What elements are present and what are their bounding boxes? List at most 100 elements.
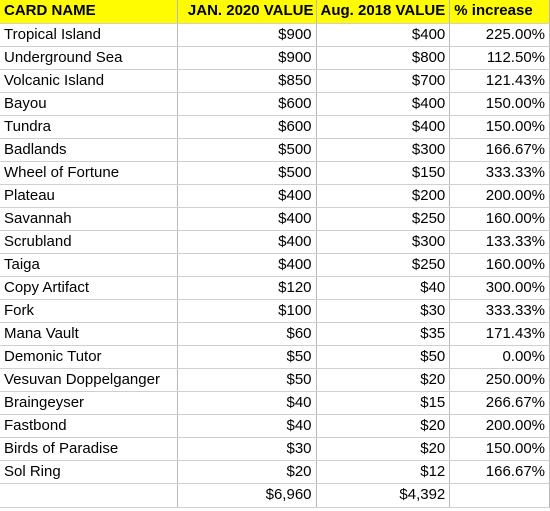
- cell-aug-2018-value[interactable]: $30: [316, 299, 451, 323]
- cell-aug-2018-value[interactable]: $35: [316, 322, 451, 346]
- cell-card-name[interactable]: Savannah: [0, 207, 179, 231]
- header-card-name[interactable]: CARD NAME: [0, 0, 179, 24]
- cell-card-name[interactable]: Tundra: [0, 115, 179, 139]
- cell-percent-increase[interactable]: 250.00%: [449, 368, 550, 392]
- cell-percent-increase[interactable]: 150.00%: [449, 92, 550, 116]
- cell-percent-increase[interactable]: 0.00%: [449, 345, 550, 369]
- cell-percent-increase[interactable]: 200.00%: [449, 414, 550, 438]
- table-row: Savannah $400 $250 160.00%: [0, 207, 550, 231]
- table-row: Tundra $600 $400 150.00%: [0, 115, 550, 139]
- table-row: Taiga $400 $250 160.00%: [0, 253, 550, 277]
- cell-aug-2018-value[interactable]: $20: [316, 414, 451, 438]
- cell-jan-2020-value[interactable]: $500: [177, 161, 317, 185]
- total-label-cell[interactable]: [0, 483, 179, 508]
- cell-jan-2020-value[interactable]: $400: [177, 184, 317, 208]
- cell-jan-2020-value[interactable]: $50: [177, 368, 317, 392]
- cell-percent-increase[interactable]: 166.67%: [449, 460, 550, 484]
- cell-percent-increase[interactable]: 300.00%: [449, 276, 550, 300]
- cell-card-name[interactable]: Scrubland: [0, 230, 179, 254]
- table-row: Vesuvan Doppelganger $50 $20 250.00%: [0, 368, 550, 392]
- table-row: Copy Artifact $120 $40 300.00%: [0, 276, 550, 300]
- cell-aug-2018-value[interactable]: $250: [316, 253, 451, 277]
- cell-jan-2020-value[interactable]: $400: [177, 230, 317, 254]
- cell-card-name[interactable]: Vesuvan Doppelganger: [0, 368, 179, 392]
- cell-jan-2020-value[interactable]: $40: [177, 391, 317, 415]
- cell-card-name[interactable]: Fork: [0, 299, 179, 323]
- table-row: Badlands $500 $300 166.67%: [0, 138, 550, 162]
- cell-card-name[interactable]: Tropical Island: [0, 23, 179, 47]
- table-row: Volcanic Island $850 $700 121.43%: [0, 69, 550, 93]
- table-row: Tropical Island $900 $400 225.00%: [0, 23, 550, 47]
- cell-percent-increase[interactable]: 160.00%: [449, 253, 550, 277]
- cell-percent-increase[interactable]: 225.00%: [449, 23, 550, 47]
- cell-percent-increase[interactable]: 266.67%: [449, 391, 550, 415]
- header-jan-2020-value[interactable]: JAN. 2020 VALUE: [177, 0, 317, 24]
- cell-card-name[interactable]: Badlands: [0, 138, 179, 162]
- cell-jan-2020-value[interactable]: $60: [177, 322, 317, 346]
- cell-aug-2018-value[interactable]: $800: [316, 46, 451, 70]
- cell-jan-2020-value[interactable]: $120: [177, 276, 317, 300]
- cell-card-name[interactable]: Taiga: [0, 253, 179, 277]
- cell-percent-increase[interactable]: 133.33%: [449, 230, 550, 254]
- cell-aug-2018-value[interactable]: $200: [316, 184, 451, 208]
- cell-percent-increase[interactable]: 150.00%: [449, 115, 550, 139]
- cell-jan-2020-value[interactable]: $50: [177, 345, 317, 369]
- cell-jan-2020-value[interactable]: $100: [177, 299, 317, 323]
- cell-aug-2018-value[interactable]: $250: [316, 207, 451, 231]
- cell-percent-increase[interactable]: 166.67%: [449, 138, 550, 162]
- cell-card-name[interactable]: Demonic Tutor: [0, 345, 179, 369]
- header-row: CARD NAME JAN. 2020 VALUE Aug. 2018 VALU…: [0, 0, 550, 24]
- total-percent-cell[interactable]: [449, 483, 550, 508]
- total-jan-2020-value[interactable]: $6,960: [177, 483, 317, 508]
- header-percent-increase[interactable]: % increase: [449, 0, 550, 24]
- cell-percent-increase[interactable]: 333.33%: [449, 299, 550, 323]
- cell-jan-2020-value[interactable]: $850: [177, 69, 317, 93]
- cell-card-name[interactable]: Copy Artifact: [0, 276, 179, 300]
- cell-card-name[interactable]: Birds of Paradise: [0, 437, 179, 461]
- header-aug-2018-value[interactable]: Aug. 2018 VALUE: [316, 0, 451, 24]
- cell-card-name[interactable]: Underground Sea: [0, 46, 179, 70]
- cell-aug-2018-value[interactable]: $50: [316, 345, 451, 369]
- cell-jan-2020-value[interactable]: $400: [177, 207, 317, 231]
- cell-jan-2020-value[interactable]: $400: [177, 253, 317, 277]
- cell-card-name[interactable]: Wheel of Fortune: [0, 161, 179, 185]
- cell-jan-2020-value[interactable]: $500: [177, 138, 317, 162]
- table-row: Fastbond $40 $20 200.00%: [0, 414, 550, 438]
- cell-aug-2018-value[interactable]: $15: [316, 391, 451, 415]
- cell-percent-increase[interactable]: 121.43%: [449, 69, 550, 93]
- cell-jan-2020-value[interactable]: $900: [177, 23, 317, 47]
- cell-percent-increase[interactable]: 333.33%: [449, 161, 550, 185]
- cell-aug-2018-value[interactable]: $400: [316, 23, 451, 47]
- cell-card-name[interactable]: Bayou: [0, 92, 179, 116]
- cell-jan-2020-value[interactable]: $900: [177, 46, 317, 70]
- cell-card-name[interactable]: Fastbond: [0, 414, 179, 438]
- cell-jan-2020-value[interactable]: $40: [177, 414, 317, 438]
- cell-card-name[interactable]: Braingeyser: [0, 391, 179, 415]
- cell-aug-2018-value[interactable]: $40: [316, 276, 451, 300]
- cell-jan-2020-value[interactable]: $20: [177, 460, 317, 484]
- cell-card-name[interactable]: Mana Vault: [0, 322, 179, 346]
- cell-percent-increase[interactable]: 150.00%: [449, 437, 550, 461]
- total-aug-2018-value[interactable]: $4,392: [316, 483, 451, 508]
- cell-percent-increase[interactable]: 200.00%: [449, 184, 550, 208]
- cell-aug-2018-value[interactable]: $400: [316, 92, 451, 116]
- cell-percent-increase[interactable]: 160.00%: [449, 207, 550, 231]
- cell-card-name[interactable]: Volcanic Island: [0, 69, 179, 93]
- cell-aug-2018-value[interactable]: $150: [316, 161, 451, 185]
- cell-percent-increase[interactable]: 112.50%: [449, 46, 550, 70]
- cell-aug-2018-value[interactable]: $400: [316, 115, 451, 139]
- cell-aug-2018-value[interactable]: $700: [316, 69, 451, 93]
- cell-card-name[interactable]: Sol Ring: [0, 460, 179, 484]
- cell-card-name[interactable]: Plateau: [0, 184, 179, 208]
- cell-jan-2020-value[interactable]: $600: [177, 115, 317, 139]
- cell-aug-2018-value[interactable]: $12: [316, 460, 451, 484]
- cell-percent-increase[interactable]: 171.43%: [449, 322, 550, 346]
- cell-aug-2018-value[interactable]: $20: [316, 437, 451, 461]
- cell-aug-2018-value[interactable]: $20: [316, 368, 451, 392]
- cell-aug-2018-value[interactable]: $300: [316, 138, 451, 162]
- cell-aug-2018-value[interactable]: $300: [316, 230, 451, 254]
- cell-jan-2020-value[interactable]: $600: [177, 92, 317, 116]
- cell-jan-2020-value[interactable]: $30: [177, 437, 317, 461]
